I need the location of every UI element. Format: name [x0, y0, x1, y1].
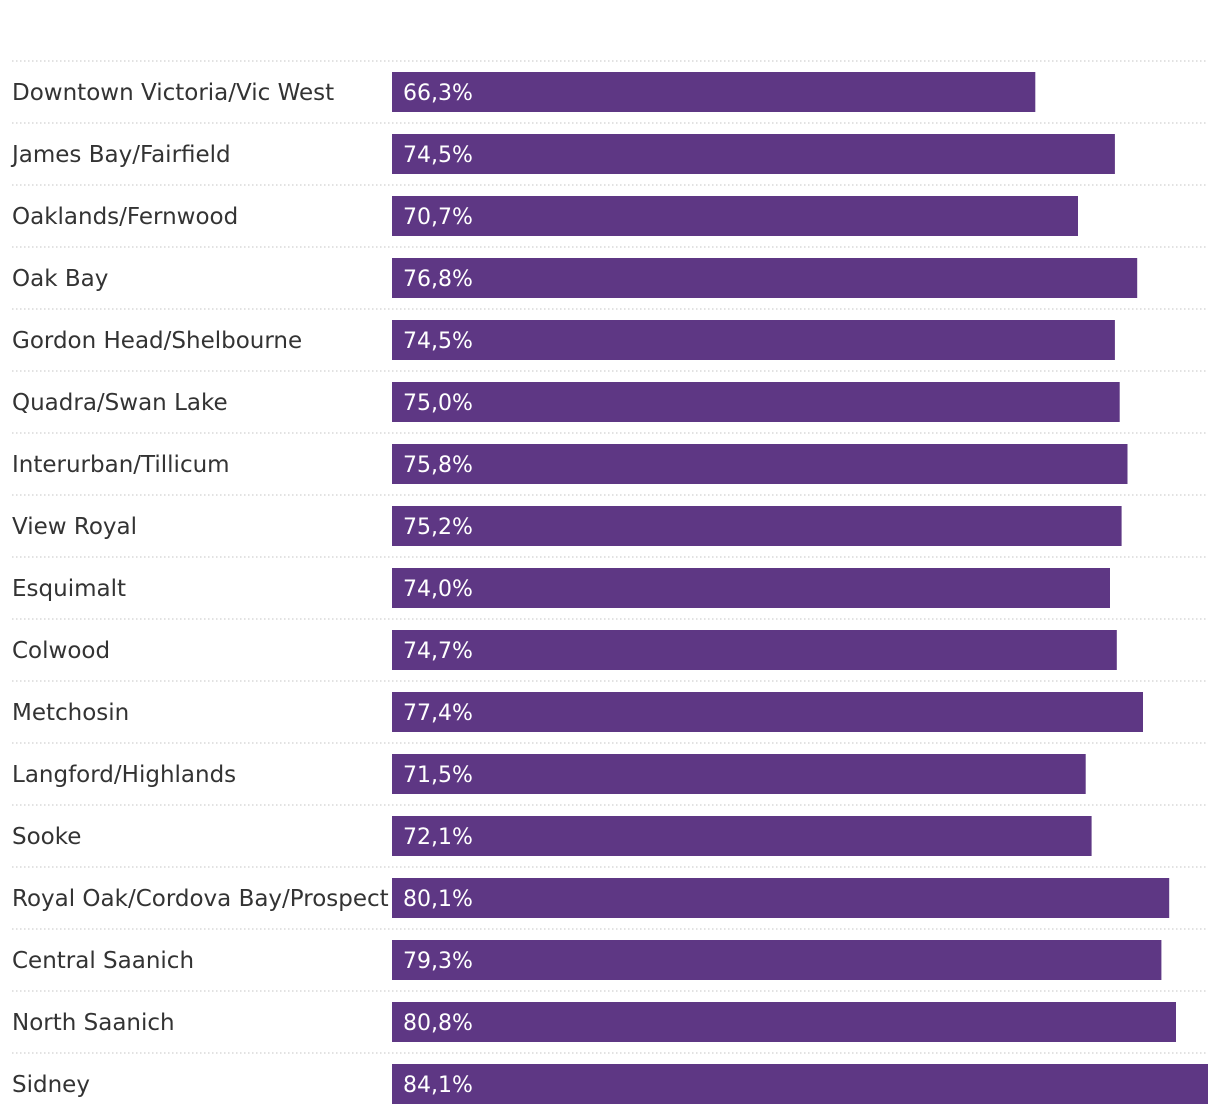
bar-row: Central Saanich 79,3%: [12, 940, 1162, 980]
bar-row: Langford/Highlands 71,5%: [12, 754, 1086, 794]
value-label: 77,4%: [403, 701, 473, 726]
bar-row: Royal Oak/Cordova Bay/Prospect 80,1%: [12, 878, 1170, 918]
category-label: Oaklands/Fernwood: [12, 204, 238, 230]
bar: [392, 568, 1110, 608]
value-label: 75,2%: [403, 515, 473, 540]
bar-row: Oaklands/Fernwood 70,7%: [12, 196, 1078, 236]
bar-row: View Royal 75,2%: [12, 506, 1122, 546]
bar-row: North Saanich 80,8%: [12, 1002, 1176, 1042]
category-label: Royal Oak/Cordova Bay/Prospect: [12, 886, 389, 912]
bar-row: Metchosin 77,4%: [12, 692, 1143, 732]
value-label: 79,3%: [403, 949, 473, 974]
category-label: Gordon Head/Shelbourne: [12, 328, 302, 354]
category-label: Esquimalt: [12, 576, 126, 602]
bar: [392, 506, 1122, 546]
row-separators: [12, 60, 1208, 1054]
bar: [392, 320, 1115, 360]
category-label: Interurban/Tillicum: [12, 452, 230, 478]
bar: [392, 134, 1115, 174]
category-label: Oak Bay: [12, 266, 108, 292]
bar-row: Interurban/Tillicum 75,8%: [12, 444, 1128, 484]
value-label: 74,5%: [403, 143, 473, 168]
category-label: Colwood: [12, 638, 110, 664]
bar-row: Sidney 84,1%: [12, 1064, 1208, 1104]
bar: [392, 1064, 1208, 1104]
bar: [392, 258, 1138, 298]
value-label: 84,1%: [403, 1073, 473, 1098]
category-label: Langford/Highlands: [12, 762, 236, 788]
value-label: 76,8%: [403, 267, 473, 292]
category-label: Central Saanich: [12, 948, 194, 974]
bar-row: James Bay/Fairfield 74,5%: [10, 134, 1115, 174]
bar-row: Oak Bay 76,8%: [12, 258, 1138, 298]
bar-row: Colwood 74,7%: [12, 630, 1117, 670]
bar: [392, 754, 1086, 794]
category-label: Sooke: [12, 824, 81, 850]
value-label: 80,8%: [403, 1011, 473, 1036]
category-label: Sidney: [12, 1072, 90, 1098]
category-label: Metchosin: [12, 700, 129, 726]
bar: [392, 444, 1128, 484]
bar: [392, 72, 1036, 112]
bar-row: Gordon Head/Shelbourne 74,5%: [12, 320, 1115, 360]
category-label: View Royal: [12, 514, 137, 540]
bar: [392, 816, 1092, 856]
value-label: 70,7%: [403, 205, 473, 230]
category-label: James Bay/Fairfield: [10, 142, 231, 168]
bar-row: Downtown Victoria/Vic West 66,3%: [12, 72, 1036, 112]
bar-row: Esquimalt 74,0%: [12, 568, 1110, 608]
bar: [392, 1002, 1176, 1042]
value-label: 72,1%: [403, 825, 473, 850]
value-label: 75,0%: [403, 391, 473, 416]
value-label: 74,7%: [403, 639, 473, 664]
value-label: 74,0%: [403, 577, 473, 602]
value-label: 74,5%: [403, 329, 473, 354]
value-label: 80,1%: [403, 887, 473, 912]
category-label: North Saanich: [12, 1010, 175, 1036]
bar: [392, 630, 1117, 670]
bar: [392, 692, 1143, 732]
bar: [392, 382, 1120, 422]
category-label: Quadra/Swan Lake: [12, 390, 228, 416]
bar: [392, 196, 1078, 236]
bar-row: Sooke 72,1%: [12, 816, 1092, 856]
chart-rows: Downtown Victoria/Vic West 66,3% James Bay…: [10, 72, 1208, 1104]
category-label: Downtown Victoria/Vic West: [12, 80, 334, 106]
bar: [392, 940, 1162, 980]
value-label: 75,8%: [403, 453, 473, 478]
value-label: 66,3%: [403, 81, 473, 106]
value-label: 71,5%: [403, 763, 473, 788]
bar-row: Quadra/Swan Lake 75,0%: [12, 382, 1120, 422]
bar: [392, 878, 1170, 918]
